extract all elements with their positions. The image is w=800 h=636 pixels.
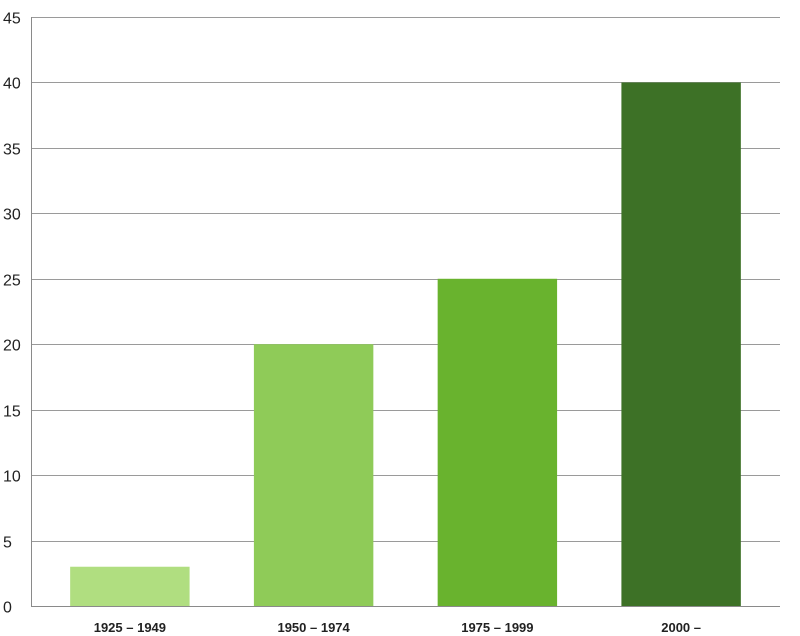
gridlines (31, 17, 780, 542)
y-tick-label-30: 30 (3, 207, 21, 224)
bar-1 (70, 566, 190, 606)
x-category-label-2: 1950 – 1974 (277, 620, 350, 635)
y-axis-tick-labels: 0 5 10 15 20 25 30 35 40 45 (3, 11, 21, 617)
bar-2 (253, 344, 374, 606)
y-tick-label-45: 45 (3, 11, 21, 28)
x-axis-category-labels: 1925 – 1949 1950 – 1974 1975 – 1999 2000 – (94, 620, 701, 635)
axes (31, 17, 780, 607)
bar-4 (621, 82, 741, 606)
x-category-label-3: 1975 – 1999 (461, 620, 533, 635)
x-category-label-1: 1925 – 1949 (94, 620, 166, 635)
y-tick-label-0: 0 (3, 600, 12, 617)
y-tick-label-40: 40 (3, 76, 21, 93)
y-tick-label-25: 25 (3, 273, 21, 290)
y-tick-label-20: 20 (3, 338, 21, 355)
bars (70, 82, 741, 606)
x-category-label-4: 2000 – (661, 620, 701, 635)
y-tick-label-15: 15 (3, 404, 21, 421)
bar-3 (437, 278, 558, 606)
y-tick-label-10: 10 (3, 469, 21, 486)
y-tick-label-5: 5 (3, 535, 12, 552)
y-tick-label-35: 35 (3, 142, 21, 159)
